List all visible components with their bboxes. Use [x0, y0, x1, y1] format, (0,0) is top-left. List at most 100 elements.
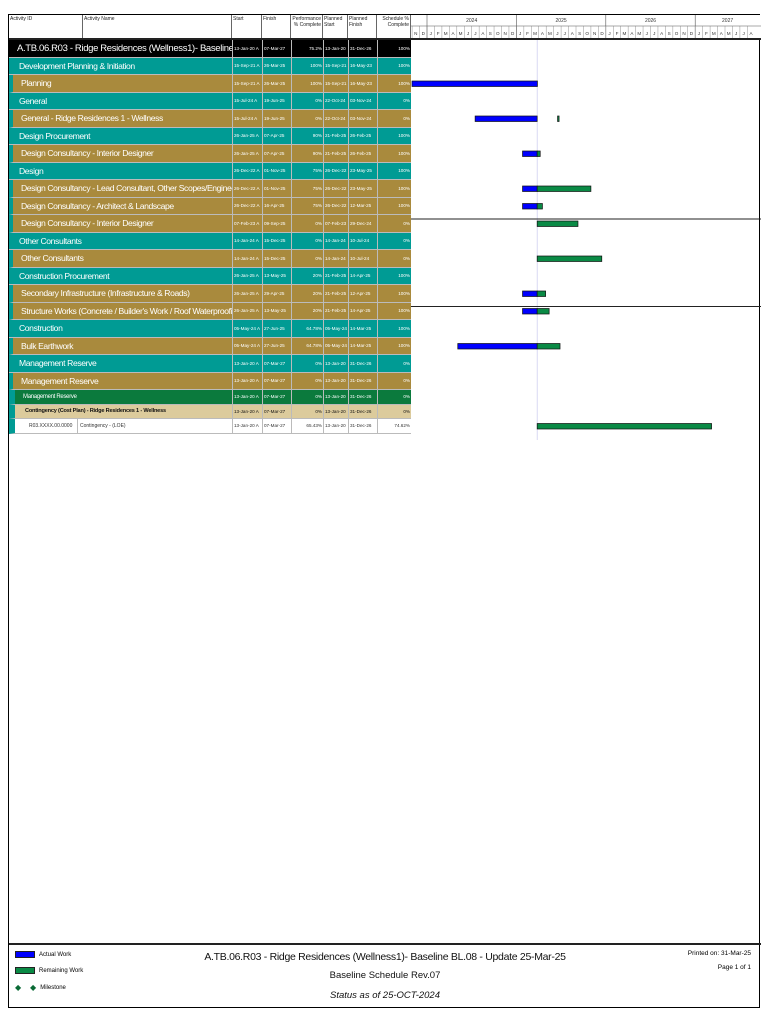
cell-pfinish: 16-May-23: [348, 75, 377, 92]
remaining-work-bar[interactable]: [536, 255, 603, 262]
actual-work-bar[interactable]: [522, 290, 538, 297]
table-row[interactable]: General - Ridge Residences 1 - Wellness 1…: [9, 110, 411, 128]
cell-perf: 20%: [291, 267, 323, 284]
timeline-month: N: [593, 31, 596, 36]
remaining-work-bar[interactable]: [536, 423, 712, 430]
footer-title: A.TB.06.R03 - Ridge Residences (Wellness…: [204, 951, 566, 963]
timeline-month: J: [430, 31, 432, 36]
table-row[interactable]: Other Consultants 14-Jan-24 A 15-Dec-25 0% 1…: [9, 232, 411, 250]
table-row[interactable]: Bulk Earthwork 05-May-24 A 27-Jun-25 64.78%…: [9, 337, 411, 355]
cell-pstart: 26-Dec-22: [323, 197, 348, 214]
table-row[interactable]: Other Consultants 14-Jan-24 A 15-Dec-25 0% 1…: [9, 250, 411, 268]
cell-perf: 75%: [291, 180, 323, 197]
timeline-month: F: [705, 31, 708, 36]
actual-work-bar[interactable]: [522, 203, 538, 210]
timeline-month: D: [690, 31, 694, 36]
table-row[interactable]: Design Consultancy - Interior Designer 07…: [9, 215, 411, 233]
timeline-month: A: [571, 31, 575, 36]
cell-finish: 27-Jun-25: [262, 337, 291, 354]
cell-finish: 19-Jun-25: [262, 92, 291, 109]
col-activity-name[interactable]: Activity Name: [83, 15, 232, 38]
remaining-work-bar[interactable]: [536, 185, 592, 192]
table-row[interactable]: Contingency (Cost Plan) - Ridge Residenc…: [9, 404, 411, 419]
timeline-month: J: [608, 31, 610, 36]
table-row[interactable]: R03.XXXX.00.0000 Contingency - (LOE) 13-Ja…: [9, 419, 411, 434]
remaining-work-bar[interactable]: [536, 290, 546, 297]
cell-pfinish: 29-Dec-24: [348, 215, 377, 232]
timeline-month: M: [459, 31, 463, 36]
table-row[interactable]: Secondary Infrastructure (Infrastructure…: [9, 285, 411, 303]
cell-start: 26-Jan-25 A: [232, 302, 262, 319]
table-row[interactable]: Design Consultancy - Lead Consultant, Ot…: [9, 180, 411, 198]
col-activity-id[interactable]: Activity ID: [9, 15, 83, 38]
col-schedule[interactable]: Schedule % Complete: [377, 15, 411, 38]
remaining-work-bar[interactable]: [536, 220, 579, 227]
cell-pstart: 13-Jan-20: [323, 40, 348, 57]
table-row[interactable]: Management Reserve 13-Jan-20 A 07-Mar-27 0%…: [9, 355, 411, 373]
remaining-work-bar[interactable]: [536, 343, 561, 350]
remaining-work-bar[interactable]: [536, 203, 543, 210]
cell-start: 26-Jan-25 A: [232, 267, 262, 284]
activity-name: Design Consultancy - Interior Designer: [21, 148, 154, 159]
timeline-year: 2025: [556, 18, 567, 24]
cell-sched: 100%: [377, 337, 411, 354]
cell-pfinish: 31-Dec-26: [348, 372, 377, 389]
remaining-work-bar[interactable]: [557, 115, 560, 122]
activity-name: Management Reserve: [23, 393, 77, 400]
table-row[interactable]: Construction 05-May-24 A 27-Jun-25 64.78% 05…: [9, 320, 411, 338]
timeline-month: J: [742, 31, 744, 36]
table-row[interactable]: Construction Procurement 26-Jan-25 A 13-Ma…: [9, 267, 411, 285]
legend-milestone: ◆ ◆ Milestone: [15, 983, 66, 992]
col-planned-start[interactable]: Planned Start: [323, 15, 348, 38]
cell-pstart: 07-Feb-23: [323, 215, 348, 232]
table-row[interactable]: Management Reserve 13-Jan-20 A 07-Mar-27 0%…: [9, 372, 411, 390]
actual-work-bar[interactable]: [474, 115, 538, 122]
timeline-month: S: [578, 31, 581, 36]
table-row[interactable]: Design Procurement 26-Jan-25 A 07-Apr-25 90…: [9, 127, 411, 145]
activity-name: A.TB.06.R03 - Ridge Residences (Wellness…: [17, 42, 232, 54]
actual-work-bar[interactable]: [522, 308, 538, 315]
actual-work-bar[interactable]: [411, 80, 538, 87]
remaining-work-bar[interactable]: [536, 308, 550, 315]
actual-work-bar[interactable]: [457, 343, 538, 350]
table-row[interactable]: Design Consultancy - Architect & Landsca…: [9, 197, 411, 215]
cell-pstart: 14-Jan-24: [323, 232, 348, 249]
activity-name: Development Planning & Initiation: [19, 60, 135, 71]
cell-pstart: 22-Oct-24: [323, 110, 348, 127]
cell-pfinish: 03-Nov-24: [348, 92, 377, 109]
timeline-month: M: [712, 31, 716, 36]
cell-pfinish: 31-Dec-26: [348, 404, 377, 418]
table-row[interactable]: A.TB.06.R03 - Ridge Residences (Wellness…: [9, 40, 411, 58]
cell-start: 13-Jan-20 A: [232, 404, 262, 418]
cell-perf: 20%: [291, 285, 323, 302]
cell-start: 13-Jan-20 A: [232, 40, 262, 57]
cell-pfinish: 12-Mar-25: [348, 197, 377, 214]
activity-id: R03.XXXX.00.0000: [29, 422, 73, 429]
activity-name: Design: [19, 165, 44, 176]
cell-finish: 29-Apr-25: [262, 285, 291, 302]
table-row[interactable]: Design Consultancy - Interior Designer 26…: [9, 145, 411, 163]
actual-work-bar[interactable]: [522, 150, 538, 157]
cell-sched: 0%: [377, 110, 411, 127]
col-finish[interactable]: Finish: [262, 15, 291, 38]
table-row[interactable]: Development Planning & Initiation 15-Sep-…: [9, 57, 411, 75]
col-start[interactable]: Start: [232, 15, 262, 38]
timeline-month: J: [474, 31, 476, 36]
cell-pfinish: 16-May-23: [348, 57, 377, 74]
table-row[interactable]: General 15-Jul-24 A 19-Jun-25 0% 22-Oct-24 03…: [9, 92, 411, 110]
activity-name: Design Procurement: [19, 130, 91, 141]
timeline-month: J: [519, 31, 521, 36]
timeline-month: M: [623, 31, 627, 36]
column-header: Activity ID Activity Name Start Finish P…: [9, 15, 761, 40]
table-row[interactable]: Design 26-Dec-22 A 01-Nov-25 75% 26-Dec-22 23…: [9, 162, 411, 180]
col-planned-finish[interactable]: Planned Finish: [348, 15, 377, 38]
table-row[interactable]: Structure Works (Concrete / Builder's Wo…: [9, 302, 411, 320]
timeline-month: M: [548, 31, 552, 36]
table-row[interactable]: Planning 15-Sep-21 A 26-Mar-25 100% 15-Sep-2…: [9, 75, 411, 93]
page-number: Page 1 of 1: [717, 964, 751, 971]
cell-perf: 0%: [291, 355, 323, 372]
col-performance[interactable]: Performance % Complete: [291, 15, 323, 38]
remaining-work-bar[interactable]: [536, 150, 541, 157]
actual-work-bar[interactable]: [522, 185, 538, 192]
table-row[interactable]: Management Reserve 13-Jan-20 A 07-Mar-27 0%…: [9, 390, 411, 405]
